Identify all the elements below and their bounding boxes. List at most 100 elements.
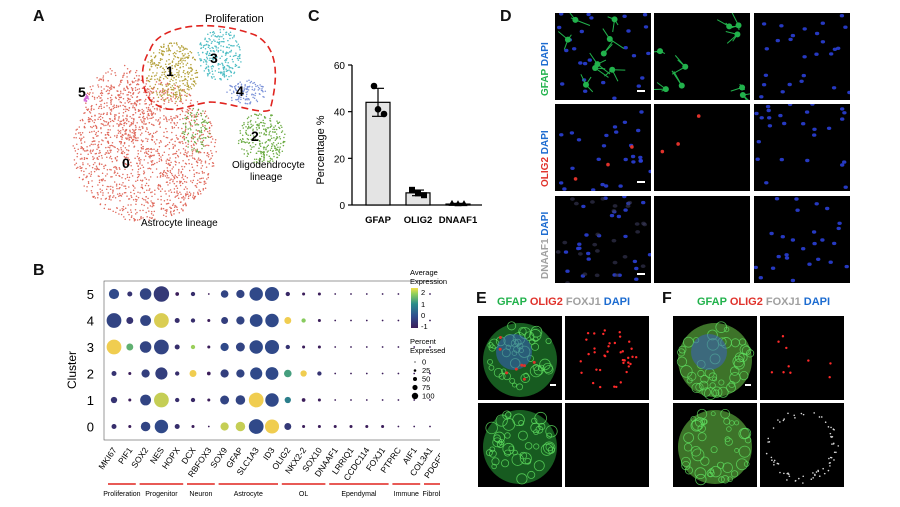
umap-cell (181, 176, 183, 179)
umap-cell (176, 71, 178, 74)
umap-cell (237, 43, 240, 45)
umap-cell (155, 150, 157, 152)
umap-cell (134, 108, 137, 110)
umap-cell (190, 144, 193, 147)
umap-cell (205, 121, 207, 123)
umap-cell (231, 37, 234, 39)
umap-cell (98, 152, 100, 154)
umap-cell (278, 121, 281, 124)
umap-cell (98, 179, 101, 182)
umap-cell (134, 86, 137, 89)
umap-cell (126, 114, 128, 116)
umap-cell (174, 97, 176, 100)
umap-cell (98, 162, 101, 164)
umap-cell (162, 54, 164, 56)
umap-cell (108, 107, 111, 109)
umap-cell (85, 167, 87, 170)
umap-cell (202, 121, 204, 123)
umap-cell (218, 68, 220, 70)
umap-cell (180, 101, 182, 103)
umap-cell (99, 188, 101, 190)
umap-cell (126, 79, 129, 82)
umap-cell (260, 151, 263, 153)
umap-cell (204, 37, 206, 39)
umap-cell (254, 94, 256, 97)
group-label: Ependymal (341, 491, 376, 498)
data-point (460, 200, 468, 207)
umap-cell (168, 147, 171, 150)
umap-cell (83, 158, 86, 161)
umap-cell (168, 68, 170, 70)
umap-cell (184, 193, 187, 195)
umap-cell (268, 133, 270, 136)
umap-cell (177, 155, 180, 158)
umap-cell (150, 164, 153, 166)
umap-cell (189, 50, 191, 53)
umap-cell (265, 130, 268, 133)
umap-cell (148, 69, 151, 71)
umap-cell (138, 218, 141, 221)
umap-cell (148, 210, 150, 212)
umap-cell (95, 103, 98, 106)
umap-cell (85, 157, 88, 160)
umap-cell (182, 131, 184, 133)
umap-cell (145, 83, 147, 85)
umap-cell (270, 147, 273, 149)
umap-cell (123, 89, 125, 91)
umap-cell (182, 117, 184, 120)
umap-cell (174, 196, 176, 198)
umap-cell (89, 125, 92, 128)
umap-cell (186, 111, 189, 113)
umap-cell (232, 45, 234, 47)
umap-cell (81, 146, 83, 149)
umap-cell (95, 127, 98, 129)
umap-cell (210, 35, 213, 37)
umap-cell (207, 121, 210, 124)
dot (139, 341, 152, 353)
dot (365, 399, 368, 401)
dot (381, 319, 384, 322)
dot (413, 425, 416, 428)
umap-cell (228, 65, 230, 68)
umap-cell (127, 204, 129, 206)
umap-cell (237, 55, 239, 58)
umap-cell (187, 151, 189, 153)
gene-label: HOPX (160, 445, 182, 471)
umap-cell (130, 121, 133, 124)
umap-cell (150, 151, 153, 154)
umap-cell (143, 159, 146, 161)
umap-cell (153, 62, 156, 64)
dot (365, 319, 368, 322)
umap-cell (86, 109, 89, 111)
umap-cell (249, 101, 252, 103)
umap-cell (130, 196, 133, 199)
dot (249, 340, 263, 354)
umap-cell (144, 184, 147, 187)
umap-cell (192, 131, 194, 134)
umap-cell (169, 169, 172, 172)
umap-cell (187, 132, 190, 135)
dot (111, 371, 117, 376)
umap-cell (119, 105, 122, 107)
umap-cell (89, 112, 92, 114)
stain-label: DAPI (600, 296, 631, 308)
umap-cell (161, 74, 163, 76)
umap-cell (166, 136, 169, 139)
umap-cell (132, 121, 135, 123)
umap-cell (126, 108, 129, 111)
umap-cell (162, 50, 164, 52)
umap-cell (147, 114, 149, 116)
umap-cell (263, 115, 266, 118)
umap-cell (100, 126, 102, 129)
umap-cell (184, 117, 186, 119)
umap-cell (175, 150, 178, 153)
umap-cell (140, 119, 142, 121)
umap-cell (210, 53, 213, 56)
umap-cell (152, 214, 155, 216)
umap-cell (109, 155, 112, 158)
umap-cell (128, 213, 130, 216)
umap-cell (182, 65, 184, 68)
umap-cell (136, 122, 138, 124)
umap-cell (184, 53, 186, 55)
umap-cell (157, 198, 159, 201)
